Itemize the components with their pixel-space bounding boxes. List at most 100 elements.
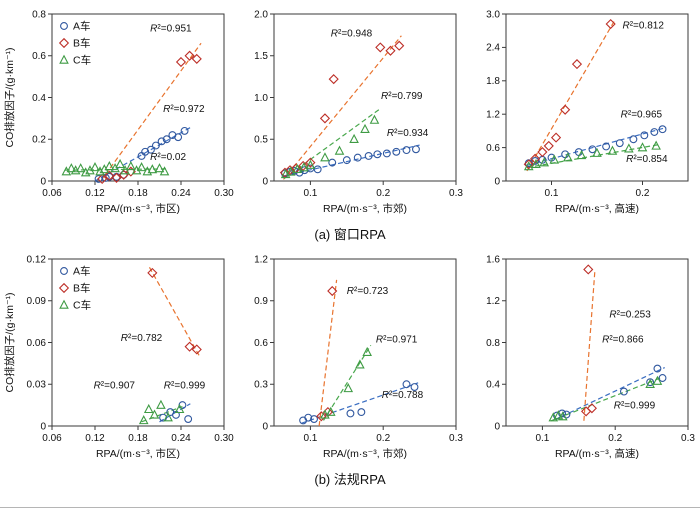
x-tick-label: 0.1 <box>303 433 317 444</box>
x-tick-label: 0.1 <box>535 433 549 444</box>
row-window-rpa: 0.06 0.12 0.18 0.24 0.30 0 0.2 0.4 0.6 0.8 RPA/(m·… <box>0 5 700 224</box>
r2-annotation: R²=0.907 <box>94 380 136 391</box>
x-tick-label: 0.18 <box>128 433 148 444</box>
y-tick-label: 1.0 <box>254 93 268 104</box>
y-tick-label: 0.6 <box>32 51 46 62</box>
data-point-circle <box>342 156 351 165</box>
data-point-triangle <box>325 406 336 416</box>
data-point-diamond <box>523 159 534 170</box>
data-point-circle <box>410 383 419 391</box>
y-tick-label: 0.12 <box>27 254 47 265</box>
x-tick-label: 0.06 <box>42 188 62 199</box>
y-tick-label: 1.2 <box>486 296 500 307</box>
row-regulation-rpa: 0.06 0.12 0.18 0.24 0.30 0 0.03 0.06 0.09 0.12 RPA… <box>0 250 700 469</box>
data-point-diamond <box>327 285 338 297</box>
y-tick-label: 0 <box>494 176 500 187</box>
data-point-triangle <box>163 412 173 422</box>
r2-annotation: R²=0.948 <box>331 29 373 40</box>
x-axis-label: RPA/(m·s⁻³, 市区) <box>96 202 180 215</box>
data-point-diamond <box>298 160 309 172</box>
scatter-plot-svg: 0.06 0.12 0.18 0.24 0.30 0 0.03 0.06 0.09 0.12 RPA… <box>3 254 234 460</box>
data-point-circle <box>562 410 571 419</box>
scatter-chart-regulation-highway: 0.1 0.2 0.3 0 0.4 0.8 1.2 1.6 RPA/(m·s⁻³, 高速) R²=… <box>466 250 698 469</box>
y-tick-label: 0.4 <box>486 380 500 391</box>
data-point-diamond <box>560 104 571 115</box>
data-point-circle <box>402 146 411 155</box>
data-point-diamond <box>125 166 136 177</box>
y-tick-label: 0.03 <box>27 380 47 391</box>
data-point-circle <box>619 387 628 396</box>
data-point-circle <box>162 135 171 144</box>
data-point-circle <box>658 374 667 382</box>
data-point-circle <box>602 142 611 151</box>
data-point-triangle <box>138 415 149 425</box>
data-point-circle <box>629 135 638 144</box>
scatter-plot-svg: 0.1 0.2 0.3 0 0.4 0.8 1.2 1.6 RPA/(m·s⁻³, 高速) R²=… <box>486 254 695 460</box>
x-axis-label: RPA/(m·s⁻³, 市区) <box>96 447 180 460</box>
data-point-circle <box>640 131 649 140</box>
data-point-triangle <box>651 140 661 150</box>
data-point-diamond <box>550 132 562 143</box>
data-point-circle <box>353 153 362 162</box>
plot-frame <box>505 258 689 427</box>
data-point-circle <box>588 145 597 154</box>
r2-annotation: R²=0.866 <box>602 335 644 346</box>
data-point-diamond <box>284 165 296 176</box>
x-tick-label: 0.18 <box>128 188 148 199</box>
scatter-chart-window-urban: 0.06 0.12 0.18 0.24 0.30 0 0.2 0.4 0.6 0.8 RPA/(m·… <box>2 5 234 224</box>
data-point-diamond <box>375 42 386 53</box>
x-axis-label: RPA/(m·s⁻³, 市郊) <box>323 202 407 215</box>
data-point-circle <box>60 267 68 275</box>
data-point-triangle <box>143 403 154 414</box>
y-axis-label: CO排放因子/(g·km⁻¹) <box>3 292 16 392</box>
y-tick-label: 0.8 <box>486 338 500 349</box>
data-point-triangle <box>553 410 564 420</box>
data-point-circle <box>313 165 322 174</box>
y-tick-label: 0 <box>262 421 268 432</box>
data-point-triangle <box>299 162 309 172</box>
x-tick-label: 0.30 <box>214 433 234 444</box>
y-tick-label: 1.8 <box>486 76 500 87</box>
scatter-plot-svg: 0.1 0.2 0.3 0 0.3 0.6 0.9 1.2 RPA/(m·s⁻³, 市郊) R²=… <box>254 254 463 460</box>
y-axis-label: CO排放因子/(g·km⁻¹) <box>3 47 16 147</box>
data-point-diamond <box>58 282 70 294</box>
data-point-triangle <box>59 54 69 64</box>
scatter-chart-regulation-urban: 0.06 0.12 0.18 0.24 0.30 0 0.03 0.06 0.09 0.12 RPA… <box>2 250 234 469</box>
legend-label: C车 <box>73 54 91 67</box>
data-point-triangle <box>66 163 77 173</box>
data-point-triangle <box>320 152 330 162</box>
data-point-circle <box>392 147 401 156</box>
data-point-diamond <box>58 37 70 49</box>
scatter-chart-regulation-suburban: 0.1 0.2 0.3 0 0.3 0.6 0.9 1.2 RPA/(m·s⁻³, 市郊) R²=… <box>234 250 466 469</box>
x-axis-label: RPA/(m·s⁻³, 高速) <box>555 447 639 460</box>
legend-label: C车 <box>73 299 91 312</box>
y-tick-label: 0.6 <box>486 143 500 154</box>
trend-line <box>283 35 402 180</box>
r2-annotation: R²=0.854 <box>626 154 668 165</box>
data-point-triangle <box>305 159 316 169</box>
y-tick-label: 0.4 <box>32 93 46 104</box>
data-point-triangle <box>80 167 91 177</box>
trend-line <box>526 19 616 172</box>
data-point-triangle <box>523 161 534 171</box>
data-point-circle <box>653 364 662 373</box>
data-point-triangle <box>624 143 634 153</box>
data-point-diamond <box>305 157 316 168</box>
x-tick-label: 0.12 <box>85 188 105 199</box>
data-point-circle <box>310 415 318 423</box>
r2-annotation: R²=0.812 <box>622 20 664 31</box>
r2-annotation: R²=0.951 <box>150 24 192 35</box>
legend-label: A车 <box>73 265 91 278</box>
data-point-triangle <box>90 162 100 172</box>
y-tick-label: 0.3 <box>254 380 268 391</box>
data-point-circle <box>357 408 366 417</box>
data-point-triangle <box>95 166 105 176</box>
data-point-triangle <box>104 161 115 171</box>
y-tick-label: 1.6 <box>486 254 500 265</box>
data-point-circle <box>346 409 355 418</box>
x-tick-label: 0.2 <box>608 433 622 444</box>
data-point-diamond <box>111 172 122 183</box>
x-tick-label: 0.2 <box>376 188 390 199</box>
data-point-triangle <box>576 150 587 160</box>
x-tick-label: 0.1 <box>545 188 559 199</box>
